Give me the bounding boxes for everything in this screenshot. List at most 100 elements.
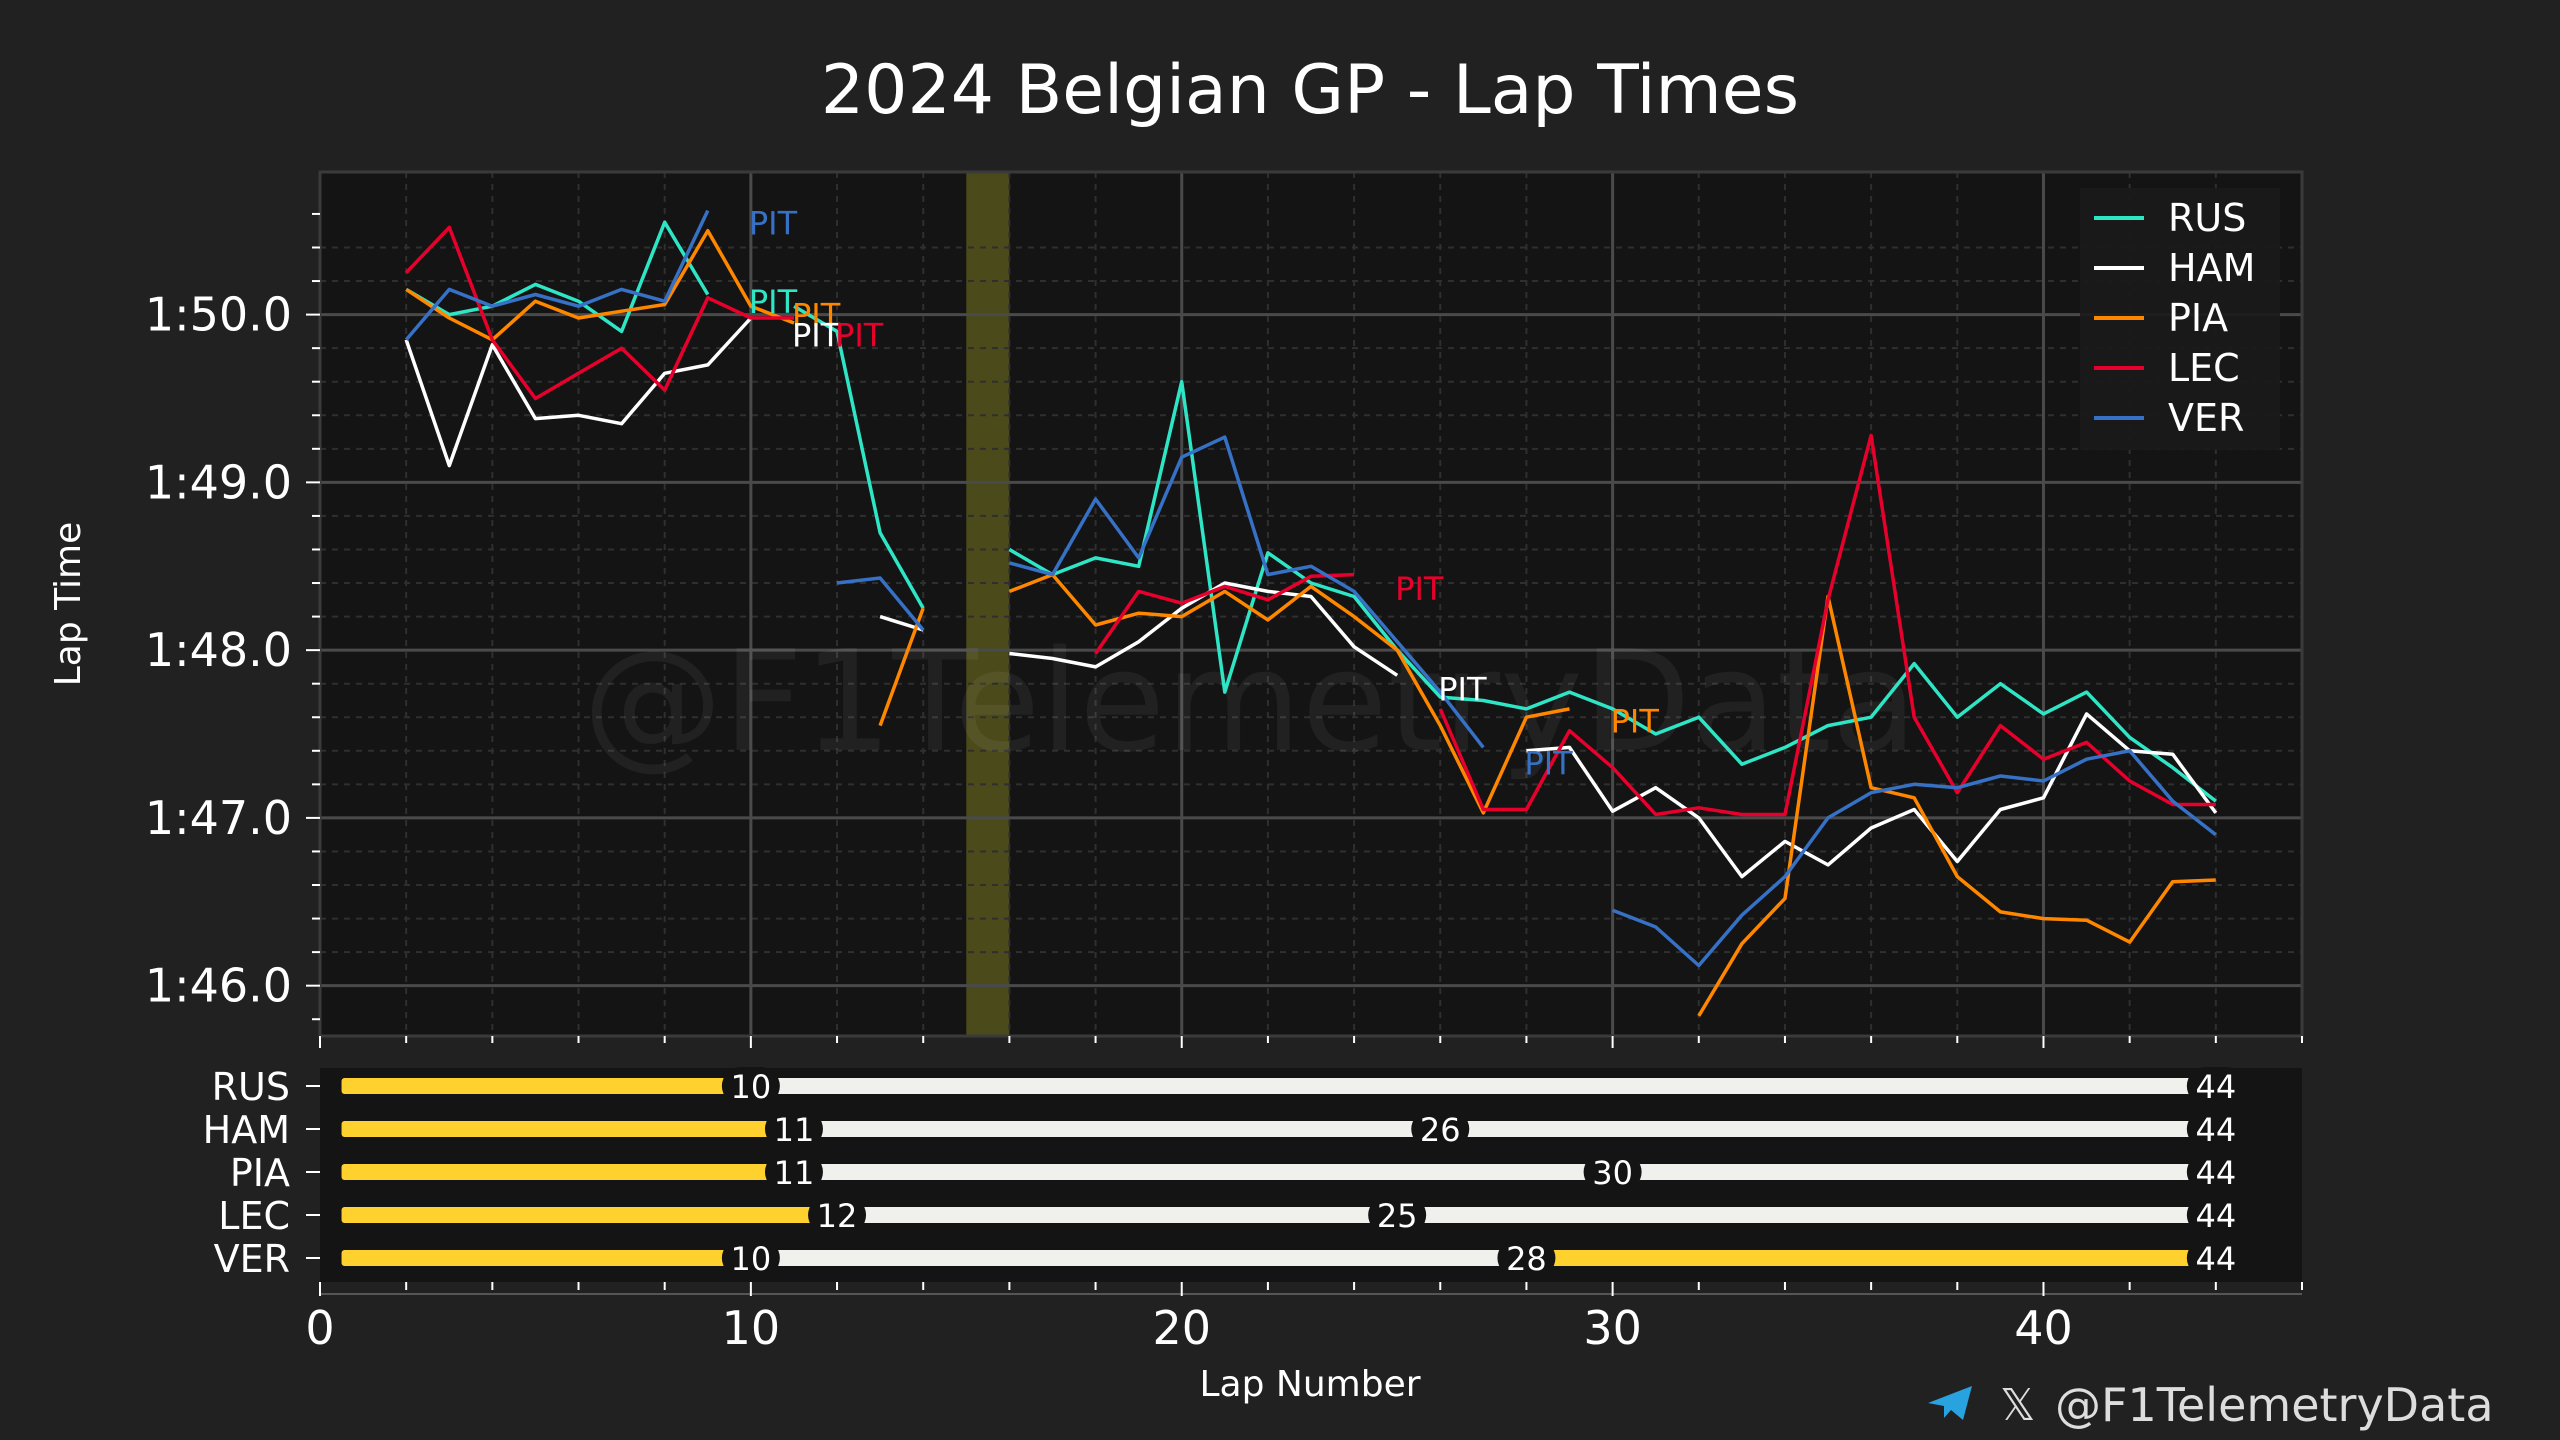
main-plot-area (320, 172, 2302, 1036)
stint-bar-medium (341, 1078, 751, 1094)
stint-label-bg (2186, 1239, 2245, 1277)
x-tick-label: 0 (305, 1301, 334, 1355)
legend-label-rus: RUS (2168, 196, 2246, 240)
series-line-rus (405, 220, 710, 334)
footer: 𝕏 @F1TelemetryData (1928, 1378, 2494, 1432)
series-line-lec (404, 225, 794, 401)
stint-end-label: 30 (1592, 1154, 1633, 1192)
y-axis: 1:46.0 1:47.0 1:48.0 1:49.0 1:50.0 (145, 212, 320, 1021)
stint-label-bg (2186, 1153, 2245, 1191)
stint-end-label: 26 (1420, 1111, 1461, 1149)
strategy-driver-label: RUS (212, 1065, 290, 1109)
x-tick-label: 10 (722, 1301, 781, 1355)
chart-title: 2024 Belgian GP - Lap Times (821, 51, 1799, 130)
stint-bar-hard (1397, 1207, 2216, 1223)
strategy-driver-label: LEC (218, 1194, 290, 1238)
series-line-pia (878, 607, 925, 727)
safety-car-band (966, 172, 1010, 1036)
y-tick-label: 1:49.0 (145, 455, 292, 509)
series-line-rus (793, 304, 925, 610)
stint-bar-hard (793, 1164, 1613, 1180)
stint-label-bg (1583, 1153, 1642, 1191)
pit-label-pia: PIT (1611, 703, 1660, 741)
stint-label-bg (1411, 1110, 1470, 1148)
stint-bar-hard (750, 1078, 2216, 1094)
stint-label-bg (764, 1153, 823, 1191)
y-tick-label: 1:47.0 (145, 791, 292, 845)
stint-label-bg (721, 1067, 780, 1105)
stint-label-bg (1368, 1196, 1427, 1234)
stint-bar-hard (837, 1207, 1398, 1223)
stint-label-bg (764, 1110, 823, 1148)
stint-label-bg (1497, 1239, 1556, 1277)
series-line-ver (1611, 749, 2217, 968)
stint-bar-hard (1440, 1121, 2216, 1137)
x-axis: 0 10 20 30 40 (305, 1036, 2303, 1355)
series-line-pia (405, 228, 795, 342)
stint-label-bg (2186, 1110, 2245, 1148)
pit-label-ver: PIT (1524, 745, 1573, 783)
stint-end-label: 28 (1506, 1240, 1547, 1278)
series-line-pia (1697, 594, 2216, 1017)
strategy-driver-label: VER (214, 1237, 290, 1281)
pit-label-ham: PIT (792, 317, 841, 355)
legend: RUS HAM PIA LEC VER (2080, 188, 2280, 450)
stint-bar-hard (750, 1250, 1527, 1266)
stint-end-label: 44 (2195, 1068, 2236, 1106)
safety-car-layer (966, 172, 1010, 1036)
stint-bar-hard (1612, 1164, 2216, 1180)
stint-end-label: 10 (731, 1068, 772, 1106)
x-tick-label: 40 (2014, 1301, 2073, 1355)
series-line-ver (1008, 435, 1485, 749)
stint-bar-medium (341, 1164, 794, 1180)
telegram-icon (1928, 1386, 1972, 1420)
stint-end-label: 11 (774, 1154, 815, 1192)
y-tick-label: 1:46.0 (145, 959, 292, 1013)
plot-frame (318, 170, 2304, 1038)
stint-label-bg (808, 1196, 867, 1234)
legend-label-pia: PIA (2168, 296, 2228, 340)
y-axis-label: Lap Time (48, 522, 89, 687)
footer-handle: @F1TelemetryData (2055, 1378, 2494, 1432)
series-line-ham (1526, 712, 2218, 879)
pit-label-ver: PIT (749, 204, 798, 242)
stint-bar-medium (341, 1250, 751, 1266)
stint-end-label: 44 (2195, 1154, 2236, 1192)
series-line-ver (404, 209, 710, 341)
stint-end-label: 44 (2195, 1240, 2236, 1278)
series-line-pia (1008, 572, 1570, 815)
x-axis-label: Lap Number (1199, 1364, 1420, 1405)
legend-label-lec: LEC (2168, 346, 2240, 390)
pit-label-lec: PIT (1395, 570, 1444, 608)
y-tick-label: 1:50.0 (145, 288, 292, 342)
y-tick-label: 1:48.0 (145, 623, 292, 677)
strategy-driver-label: PIA (230, 1151, 290, 1195)
stint-end-label: 11 (774, 1111, 815, 1149)
series-line-lec (1438, 433, 2216, 817)
stint-end-label: 12 (817, 1197, 858, 1235)
stint-end-label: 10 (731, 1240, 772, 1278)
x-logo-icon: 𝕏 (2000, 1380, 2035, 1431)
stint-end-label: 25 (1377, 1197, 1418, 1235)
tyre-strategy: RUS 10 44 HAM 11 26 44 PIA 11 30 44 LEC 12 25 44 VER 10 2… (203, 1065, 2245, 1281)
legend-label-ver: VER (2168, 396, 2244, 440)
stint-bar-medium (1526, 1250, 2216, 1266)
stint-end-label: 44 (2195, 1111, 2236, 1149)
strategy-driver-label: HAM (203, 1108, 290, 1152)
stint-bar-hard (793, 1121, 1441, 1137)
x-tick-label: 30 (1583, 1301, 1642, 1355)
series-line-ver (836, 576, 925, 632)
stint-bar-medium (341, 1121, 794, 1137)
series-line-lec (1094, 572, 1355, 655)
legend-label-ham: HAM (2168, 246, 2255, 290)
stint-end-label: 44 (2195, 1197, 2236, 1235)
series-layer (404, 209, 2218, 1017)
stint-label-bg (2186, 1067, 2245, 1105)
stint-label-bg (2186, 1196, 2245, 1234)
pit-label-ham: PIT (1438, 671, 1487, 709)
stint-label-bg (721, 1239, 780, 1277)
series-line-ham (404, 316, 753, 468)
stint-bar-medium (341, 1207, 838, 1223)
